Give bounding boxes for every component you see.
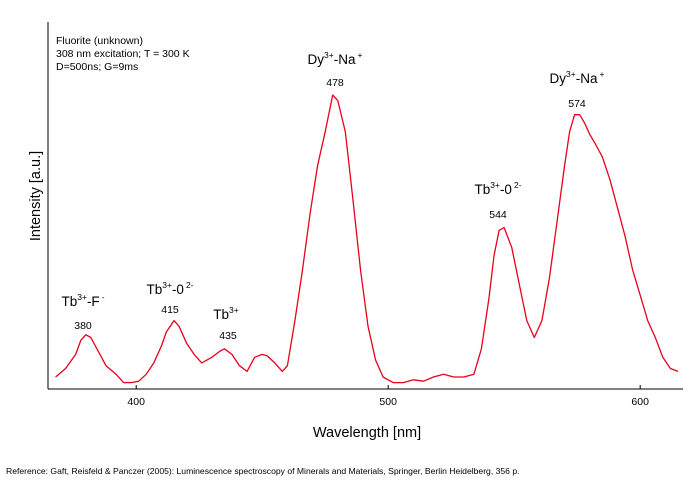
- peak-wavelength-label: 544: [489, 209, 507, 221]
- gate-settings: D=500ns; G=9ms: [56, 61, 138, 73]
- peak-labels: Tb3+-F - 380 Tb3+-0 2- 415 Tb3+ 435 Dy3+-Na + 478 T…: [61, 50, 604, 342]
- sample-name: Fluorite (unknown): [56, 35, 143, 47]
- peak-assignment-label: Tb3+-0 2-: [146, 280, 193, 297]
- peak-assignment-label: Dy3+-Na +: [550, 69, 605, 86]
- x-tick-label: 400: [127, 396, 145, 408]
- peak-wavelength-label: 574: [568, 98, 586, 110]
- series-line: [55, 94, 679, 384]
- x-axis-ticks: 400 500 600: [127, 385, 649, 408]
- peak-wavelength-label: 380: [74, 320, 92, 332]
- peak-wavelength-label: 435: [219, 330, 237, 342]
- y-axis-title: Intensity [a.u.]: [28, 151, 44, 241]
- spectrum-chart: Fluorite (unknown) 308 nm excitation; T …: [28, 22, 683, 441]
- x-tick-label: 600: [631, 396, 649, 408]
- peak-wavelength-label: 478: [326, 77, 344, 89]
- peak-wavelength-label: 415: [161, 304, 179, 316]
- peak-assignment-label: Tb3+: [213, 305, 238, 322]
- peak-assignment-label: Tb3+-F -: [61, 292, 104, 309]
- reference-note: Reference: Gaft, Reisfeld & Panczer (200…: [6, 466, 520, 476]
- excitation-conditions: 308 nm excitation; T = 300 K: [56, 48, 190, 60]
- x-tick-label: 500: [379, 396, 397, 408]
- x-axis-title: Wavelength [nm]: [313, 425, 421, 441]
- peak-assignment-label: Dy3+-Na +: [308, 50, 363, 67]
- peak-assignment-label: Tb3+-0 2-: [474, 180, 521, 197]
